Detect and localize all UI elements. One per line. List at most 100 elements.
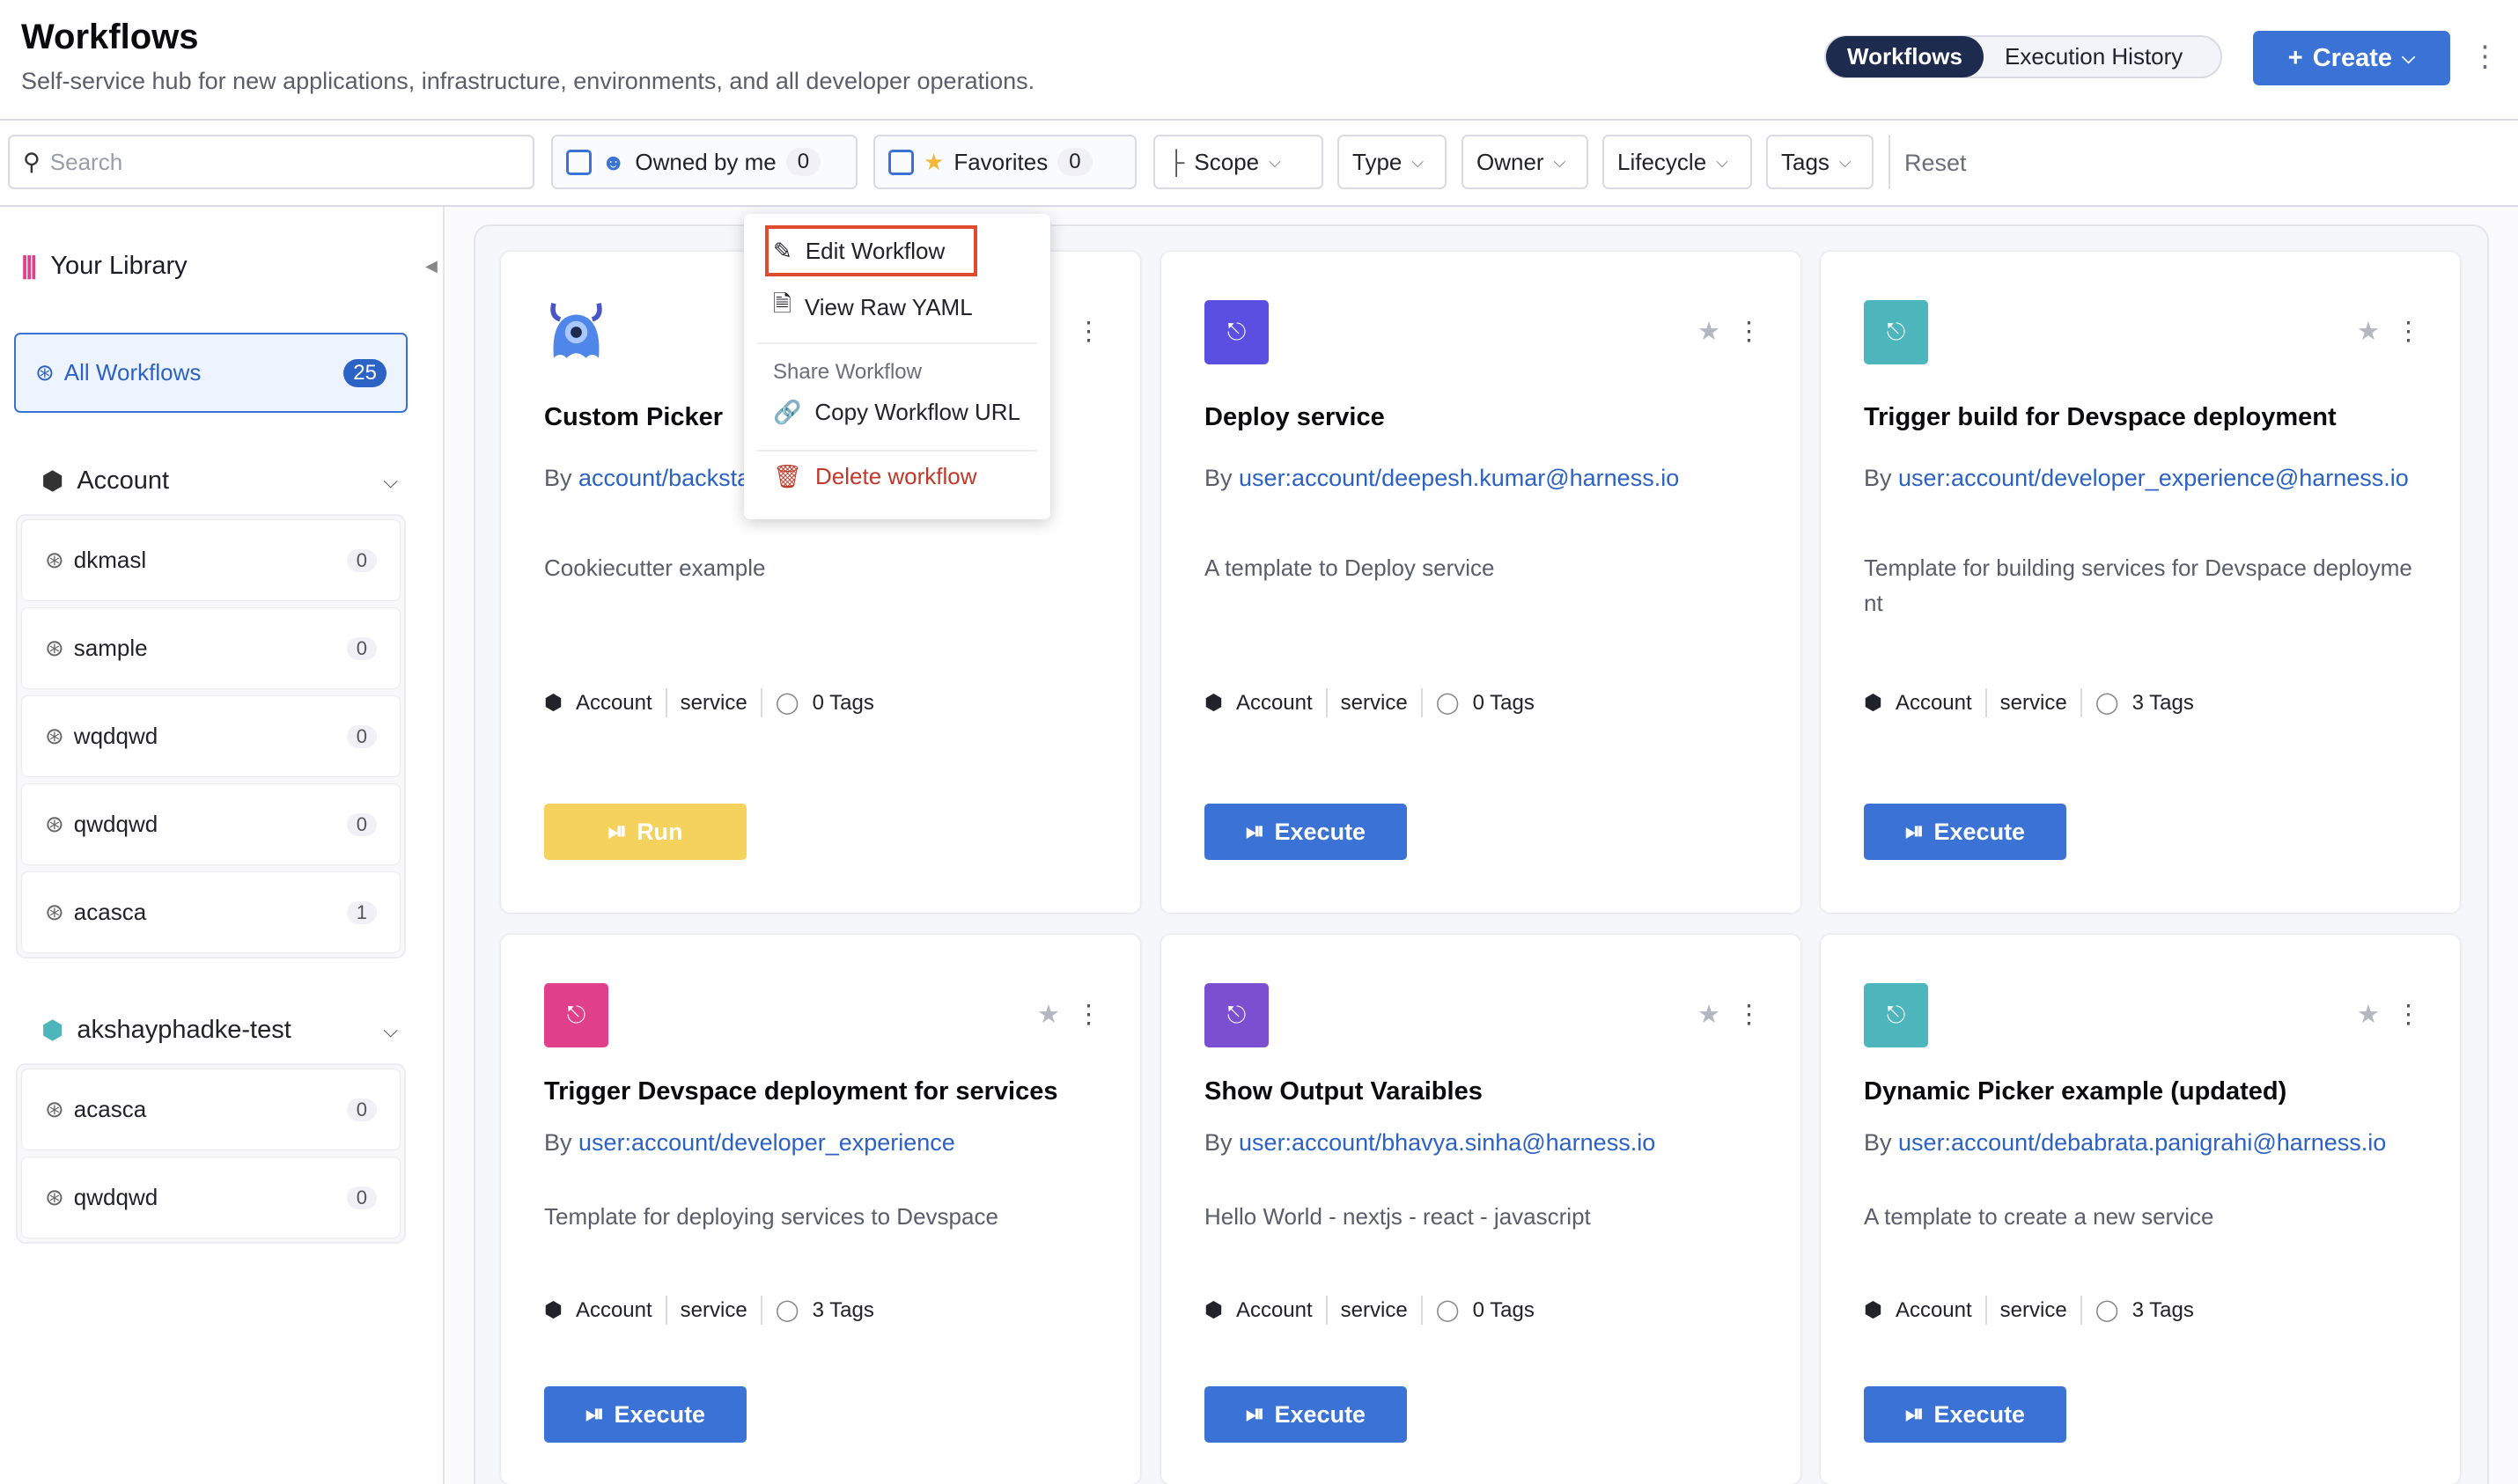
star-icon[interactable]: ★ — [2357, 1001, 2380, 1029]
workflow-icon: ⊛ — [45, 899, 64, 925]
owner-link[interactable]: user:account/bhavya.sinha@harness.io — [1239, 1129, 1656, 1156]
scope-dropdown[interactable]: ├ Scope ⌵ — [1153, 135, 1323, 189]
card-description: Template for deploying services to Devsp… — [544, 1203, 998, 1230]
more-options-icon[interactable]: ⋮ — [2396, 1001, 2421, 1029]
account-icon: ⬢ — [1204, 691, 1223, 715]
favorites-filter[interactable]: ★ Favorites 0 — [873, 135, 1137, 189]
tab-workflows[interactable]: Workflows — [1826, 36, 1984, 77]
owner-link[interactable]: user:account/debabrata.panigrahi@harness… — [1898, 1129, 2387, 1156]
chevron-down-icon: ⌵ — [1269, 152, 1281, 171]
workflow-card[interactable]: ⎋ ★ ⋮ Show Output Varaibles By user:accou… — [1161, 935, 1800, 1484]
card-meta: ⬢ Account service ◯ 3 Tags — [544, 1296, 1099, 1325]
card-actions: ★ ⋮ — [1697, 316, 1762, 347]
tags-count: 3 Tags — [2131, 690, 2194, 715]
card-meta: ⬢ Account service ◯ 0 Tags — [544, 688, 1099, 717]
menu-item-copy-url[interactable]: 🔗 Copy Workflow URL — [773, 399, 1020, 426]
search-input[interactable]: ⚲ Search — [8, 135, 534, 189]
type-dropdown[interactable]: Type ⌵ — [1337, 135, 1447, 189]
more-options-icon[interactable]: ⋮ — [1736, 1001, 1762, 1029]
button-label: Execute — [1274, 1400, 1366, 1428]
more-options-icon[interactable]: ⋮ — [1076, 318, 1101, 346]
owner-dropdown[interactable]: Owner ⌵ — [1461, 135, 1588, 189]
menu-item-view-raw-yaml[interactable]: 🗎 View Raw YAML — [773, 288, 973, 327]
workflow-icon: ⊛ — [45, 1184, 64, 1210]
sidebar-item[interactable]: ⊛ acasca 0 — [22, 1069, 400, 1150]
workflow-icon: ⎋ — [544, 983, 608, 1047]
workflow-card[interactable]: ⎋ ★ ⋮ Trigger Devspace deployment for ser… — [501, 935, 1140, 1484]
button-label: Execute — [1933, 1400, 2026, 1428]
owner-link[interactable]: user:account/developer_experience — [578, 1129, 955, 1156]
more-options-icon[interactable]: ⋮ — [2396, 318, 2421, 346]
workflow-card[interactable]: ⎋ ★ ⋮ Deploy service By user:account/deep… — [1161, 252, 1800, 913]
execute-button[interactable]: ⏯ Execute — [1204, 804, 1407, 860]
plus-icon: + — [2287, 43, 2303, 72]
button-label: Execute — [1933, 818, 2026, 845]
view-toggle: Workflows Execution History — [1824, 35, 2222, 78]
star-icon[interactable]: ★ — [2357, 318, 2380, 346]
sidebar-group-header[interactable]: ⬢ akshayphadke-test ⌵ — [41, 1015, 398, 1046]
tags-dropdown[interactable]: Tags ⌵ — [1766, 135, 1874, 189]
owner-link[interactable]: account/backstage — [578, 465, 777, 491]
owned-by-me-filter[interactable]: ☻ Owned by me 0 — [551, 135, 858, 189]
run-button[interactable]: ⏯ Run — [544, 804, 747, 860]
more-options-icon[interactable]: ⋮ — [1736, 318, 1762, 346]
type-label: service — [680, 1297, 747, 1322]
chevron-down-icon[interactable]: ⌵ — [383, 469, 398, 492]
by-prefix: By — [544, 465, 572, 491]
item-label: wqdqwd — [73, 723, 158, 749]
account-icon: ⬢ — [544, 691, 563, 715]
button-label: Execute — [1274, 818, 1366, 845]
more-options-icon[interactable]: ⋮ — [1076, 1001, 1101, 1029]
chevron-down-icon[interactable]: ⌵ — [383, 1018, 398, 1041]
sidebar-item[interactable]: ⊛ wqdqwd 0 — [22, 696, 400, 776]
star-icon[interactable]: ★ — [1697, 318, 1720, 346]
owner-link[interactable]: user:account/developer_experience@harnes… — [1898, 465, 2409, 491]
more-options-icon[interactable]: ⋮ — [2470, 40, 2500, 72]
by-prefix: By — [1204, 465, 1233, 491]
star-icon[interactable]: ★ — [1037, 1001, 1060, 1029]
sidebar-item[interactable]: ⊛ qwdqwd 0 — [22, 1157, 400, 1238]
sidebar-item[interactable]: ⊛ qwdqwd 0 — [22, 784, 400, 864]
lifecycle-dropdown[interactable]: Lifecycle ⌵ — [1602, 135, 1752, 189]
project-icon: ⬢ — [41, 1017, 64, 1045]
create-button[interactable]: + Create ⌵ — [2253, 31, 2450, 85]
menu-item-edit-workflow[interactable]: ✎ Edit Workflow — [773, 238, 945, 265]
page-title: Workflows — [21, 18, 199, 56]
tab-execution-history[interactable]: Execution History — [2004, 43, 2183, 70]
trash-icon: 🗑 — [773, 463, 803, 489]
favorites-checkbox[interactable] — [888, 149, 914, 175]
reset-button[interactable]: Reset — [1904, 150, 1967, 176]
card-owner: By user:account/developer_experience@har… — [1864, 460, 2419, 496]
execute-button[interactable]: ⏯ Execute — [1204, 1386, 1407, 1443]
workflow-card[interactable]: ⎋ ★ ⋮ Dynamic Picker example (updated) By… — [1821, 935, 2460, 1484]
search-icon: ⚲ — [23, 148, 40, 175]
sidebar-item[interactable]: ⊛ acasca 1 — [22, 872, 400, 952]
by-prefix: By — [1864, 1129, 1892, 1156]
card-meta: ⬢ Account service ◯ 3 Tags — [1864, 1296, 2419, 1325]
item-label: acasca — [73, 1096, 147, 1122]
sidebar-item[interactable]: ⊛ sample 0 — [22, 608, 400, 688]
scope-label: Account — [1235, 1297, 1313, 1322]
account-icon: ⬢ — [1864, 1298, 1882, 1322]
sidebar-item-all-workflows[interactable]: ⊛ All Workflows 25 — [14, 333, 408, 413]
execute-button[interactable]: ⏯ Execute — [1864, 804, 2066, 860]
workflow-icon: ⎋ — [1204, 983, 1269, 1047]
collapse-sidebar-icon[interactable]: ◀ — [425, 257, 438, 275]
scope-label: Account — [575, 1297, 652, 1322]
card-description: A template to create a new service — [1864, 1203, 2214, 1230]
owner-link[interactable]: user:account/deepesh.kumar@harness.io — [1239, 465, 1680, 491]
execute-button[interactable]: ⏯ Execute — [544, 1386, 747, 1443]
type-label: Type — [1352, 148, 1403, 175]
scope-label: Account — [1235, 690, 1313, 715]
workflow-card[interactable]: ⎋ ★ ⋮ Trigger build for Devspace deployme… — [1821, 252, 2460, 913]
item-label: dkmasl — [73, 547, 147, 573]
menu-item-delete-workflow[interactable]: 🗑 Delete workflow — [773, 463, 977, 490]
button-label: Run — [637, 818, 683, 845]
owned-checkbox[interactable] — [566, 149, 592, 175]
item-label: qwdqwd — [73, 811, 158, 837]
sidebar-group-items: ⊛ dkmasl 0 ⊛ sample 0 ⊛ wqdqwd 0 ⊛ qwdqwd 0 ⊛ acasca 1 — [16, 514, 406, 959]
star-icon[interactable]: ★ — [1697, 1001, 1720, 1029]
sidebar-item[interactable]: ⊛ dkmasl 0 — [22, 520, 400, 600]
execute-button[interactable]: ⏯ Execute — [1864, 1386, 2066, 1443]
sidebar-group-header[interactable]: ⬢ Account ⌵ — [41, 466, 398, 496]
